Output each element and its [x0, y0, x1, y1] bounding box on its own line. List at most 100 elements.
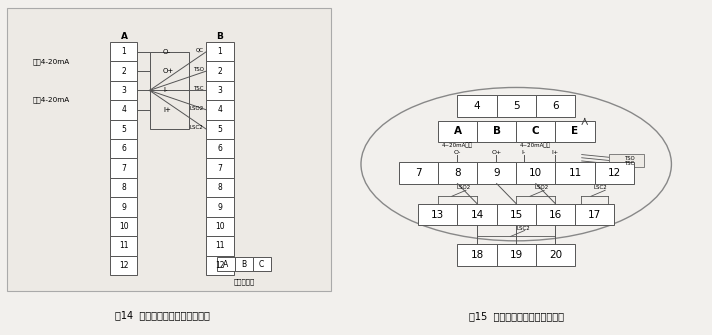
Bar — [7, 8, 331, 291]
Text: 16: 16 — [549, 209, 562, 219]
Text: I+: I+ — [163, 107, 171, 113]
Text: A: A — [121, 32, 128, 41]
Bar — [110, 256, 137, 275]
Bar — [206, 178, 234, 197]
Text: LSC2: LSC2 — [593, 185, 607, 190]
Bar — [206, 158, 234, 178]
Bar — [110, 217, 137, 236]
Bar — [110, 158, 137, 178]
Text: O+: O+ — [491, 150, 501, 155]
Bar — [575, 204, 614, 225]
Text: 3: 3 — [218, 86, 222, 95]
Text: I+: I+ — [551, 150, 559, 155]
Text: TSC: TSC — [193, 86, 204, 91]
Bar — [110, 42, 137, 61]
Text: A: A — [454, 126, 461, 136]
Bar — [206, 236, 234, 256]
Text: I-: I- — [163, 87, 167, 93]
Bar — [438, 121, 477, 142]
Text: 11: 11 — [215, 242, 225, 250]
Text: TSO: TSO — [193, 67, 204, 72]
Bar — [418, 204, 457, 225]
Text: 18: 18 — [471, 250, 483, 260]
Bar — [206, 100, 234, 120]
Bar — [609, 154, 644, 167]
Text: 9: 9 — [493, 168, 500, 178]
Text: O-: O- — [163, 49, 171, 55]
Text: O-: O- — [454, 150, 461, 155]
Bar — [253, 257, 271, 271]
Text: 4: 4 — [122, 106, 126, 114]
Text: 19: 19 — [510, 250, 523, 260]
Text: 1: 1 — [218, 47, 222, 56]
Text: 5: 5 — [513, 100, 520, 111]
Text: B: B — [241, 260, 246, 269]
Text: TSO: TSO — [625, 156, 635, 161]
Bar — [110, 81, 137, 100]
Text: LSO2: LSO2 — [189, 106, 204, 111]
Bar — [206, 197, 234, 217]
Bar — [535, 204, 575, 225]
Bar — [206, 81, 234, 100]
Text: 2: 2 — [218, 67, 222, 75]
Bar — [497, 95, 536, 117]
Text: 7: 7 — [415, 168, 422, 178]
Text: 4~20mA输出: 4~20mA输出 — [520, 142, 551, 148]
Text: 6: 6 — [552, 100, 559, 111]
Bar — [595, 162, 634, 184]
Text: C: C — [259, 260, 264, 269]
Bar — [206, 61, 234, 81]
Text: O+: O+ — [163, 68, 174, 74]
Text: LSO2: LSO2 — [534, 185, 549, 190]
Bar — [477, 121, 516, 142]
Bar — [206, 139, 234, 158]
Bar — [555, 121, 595, 142]
Bar — [457, 204, 497, 225]
Text: 17: 17 — [588, 209, 601, 219]
Text: 4: 4 — [218, 106, 222, 114]
Bar — [110, 100, 137, 120]
Bar — [477, 162, 516, 184]
Bar — [235, 257, 253, 271]
Text: 7: 7 — [218, 164, 222, 173]
Text: 4~20mA输入: 4~20mA输入 — [441, 142, 473, 148]
Bar — [206, 256, 234, 275]
Text: 14: 14 — [471, 209, 483, 219]
Text: 9: 9 — [218, 203, 222, 211]
Text: 输入4-20mA: 输入4-20mA — [33, 97, 70, 104]
Text: 15: 15 — [510, 209, 523, 219]
Text: 5: 5 — [218, 125, 222, 134]
Bar — [457, 95, 497, 117]
Bar — [206, 120, 234, 139]
Text: 12: 12 — [607, 168, 621, 178]
Text: 6: 6 — [122, 144, 126, 153]
Bar — [206, 42, 234, 61]
Text: 6: 6 — [218, 144, 222, 153]
Text: 13: 13 — [431, 209, 444, 219]
Bar — [110, 178, 137, 197]
Bar — [457, 244, 497, 266]
Bar — [496, 204, 535, 225]
Text: LSO2: LSO2 — [456, 185, 471, 190]
Text: C: C — [532, 126, 540, 136]
Bar — [516, 121, 555, 142]
Text: LSC2: LSC2 — [190, 125, 204, 130]
Text: 12: 12 — [215, 261, 225, 270]
Text: 7: 7 — [122, 164, 126, 173]
Text: 2: 2 — [122, 67, 126, 75]
Bar — [110, 61, 137, 81]
Text: 5: 5 — [122, 125, 126, 134]
Text: 10: 10 — [119, 222, 129, 231]
Bar — [555, 162, 595, 184]
Bar — [535, 244, 575, 266]
Text: 10: 10 — [215, 222, 225, 231]
Text: B: B — [493, 126, 501, 136]
Text: QC: QC — [196, 48, 204, 52]
Text: 图15  整体调节隔爆型端子接线图: 图15 整体调节隔爆型端子接线图 — [468, 312, 564, 322]
Bar — [399, 162, 438, 184]
Bar — [535, 95, 575, 117]
Text: 8: 8 — [218, 183, 222, 192]
Text: 电源进线端: 电源进线端 — [234, 279, 254, 285]
Text: 图14  整体调节户外型端子接线图: 图14 整体调节户外型端子接线图 — [115, 310, 210, 320]
Text: 11: 11 — [119, 242, 129, 250]
